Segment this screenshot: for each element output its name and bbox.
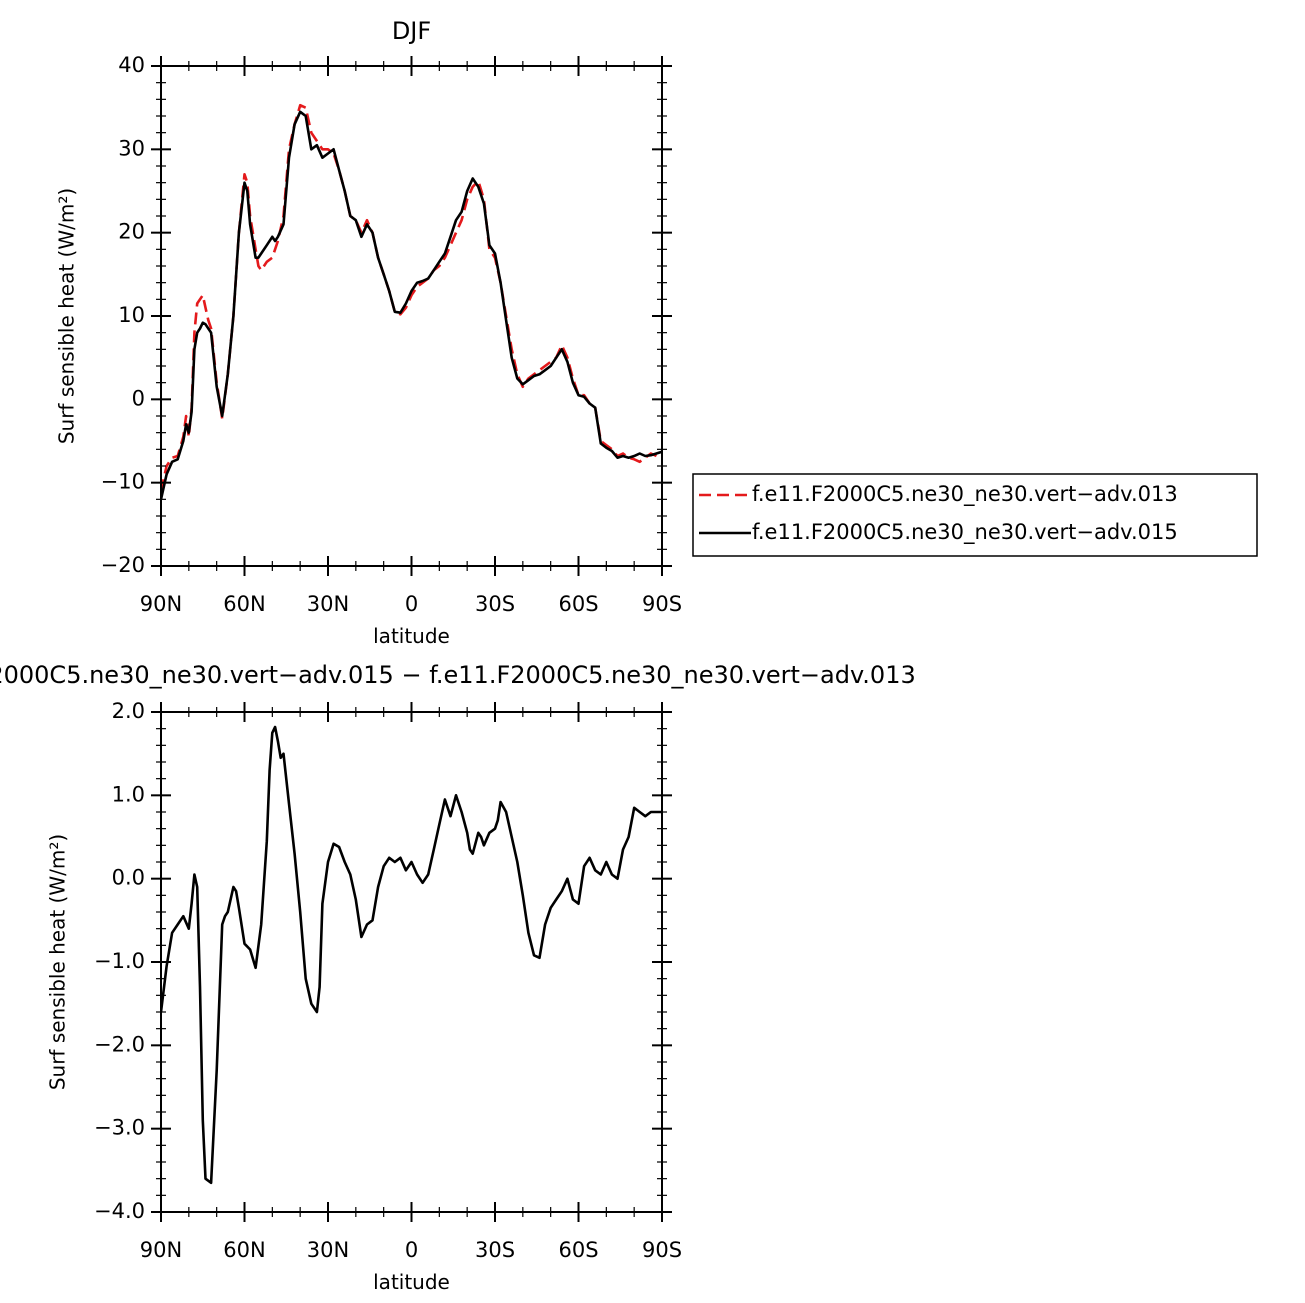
panel1-y-tick-label: 30: [118, 136, 145, 160]
panel2-x-tick-label: 30S: [475, 1238, 515, 1262]
legend-box: [692, 473, 1258, 557]
panel2-title: f.e11.F2000C5.ne30_ne30.vert−adv.015 − f…: [0, 661, 916, 689]
panel1-y-tick-label: 20: [118, 220, 145, 244]
bottom-panel: f.e11.F2000C5.ne30_ne30.vert−adv.015 − f…: [0, 661, 916, 1294]
panel1-y-tick-label: −20: [101, 553, 145, 577]
panel1-plot-frame: [160, 65, 663, 567]
top-panel: DJF 90N 60N 30N 0 30S 60S 90S 40 30 20 10 0 −10 −20 lat…: [55, 17, 1258, 648]
panel2-x-tick-label: 30N: [307, 1238, 349, 1262]
panel2-y-tick-label: −3.0: [94, 1116, 145, 1140]
panel2-y-tick-label: −1.0: [94, 949, 145, 973]
panel2-x-tick-label: 60N: [223, 1238, 265, 1262]
panel1-series-line-1: [161, 103, 662, 492]
panel2-x-axis-label: latitude: [373, 1270, 450, 1294]
panel2-x-tick-label: 90N: [140, 1238, 182, 1262]
panel1-y-tick-label: 40: [118, 53, 145, 77]
panel2-x-tick-label: 60S: [558, 1238, 598, 1262]
panel1-x-tick-label: 30S: [475, 592, 515, 616]
panel2-y-axis-label: Surf sensible heat (W/m²): [46, 834, 70, 1090]
panel2-series-line-1: [161, 725, 662, 1185]
panel2-y-tick-label: −2.0: [94, 1032, 145, 1056]
panel2-y-tick-label: −4.0: [94, 1199, 145, 1223]
panel1-x-tick-label: 0: [405, 592, 418, 616]
panel2-y-tick-label: 1.0: [112, 782, 145, 806]
panel1-title: DJF: [392, 17, 431, 45]
panel2-y-tick-label: 2.0: [112, 699, 145, 723]
panel1-y-tick-label: 0: [132, 386, 145, 410]
legend-label-1: f.e11.F2000C5.ne30_ne30.vert−adv.013: [752, 482, 1178, 507]
panel1-y-tick-label: 10: [118, 303, 145, 327]
panel1-y-tick-label: −10: [101, 470, 145, 494]
panel2-y-tick-label: 0.0: [112, 866, 145, 890]
panel1-x-tick-label: 60S: [558, 592, 598, 616]
panel2-x-tick-label: 0: [405, 1238, 418, 1262]
panel1-x-tick-label: 30N: [307, 592, 349, 616]
legend-label-2: f.e11.F2000C5.ne30_ne30.vert−adv.015: [752, 520, 1178, 545]
panel1-x-tick-label: 60N: [223, 592, 265, 616]
panel1-x-tick-label: 90S: [642, 592, 682, 616]
panel1-y-axis-label: Surf sensible heat (W/m²): [55, 188, 79, 444]
panel2-plot-frame: [160, 711, 663, 1213]
legend: f.e11.F2000C5.ne30_ne30.vert−adv.013 f.e1…: [692, 473, 1258, 557]
panel1-series-line-2: [161, 110, 662, 500]
panel2-x-tick-label: 90S: [642, 1238, 682, 1262]
panel1-x-tick-label: 90N: [140, 592, 182, 616]
panel1-x-axis-label: latitude: [373, 624, 450, 648]
